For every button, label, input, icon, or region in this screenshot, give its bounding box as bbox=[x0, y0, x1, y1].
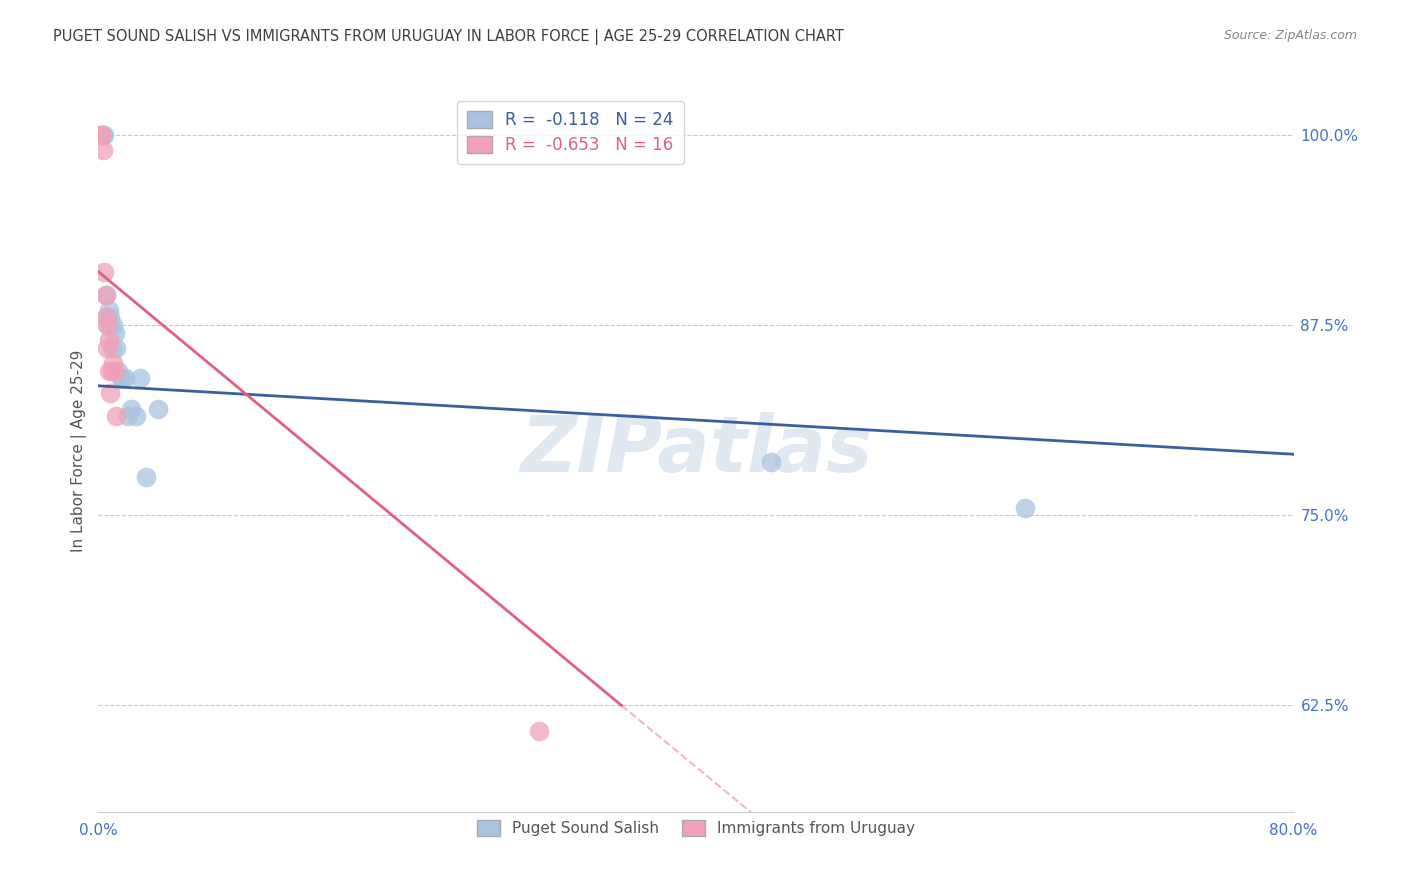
Point bbox=[1014, 500, 1036, 515]
Point bbox=[96, 341, 118, 355]
Point bbox=[104, 363, 127, 377]
Text: ZIPatlas: ZIPatlas bbox=[520, 412, 872, 489]
Point bbox=[105, 341, 128, 355]
Point bbox=[98, 310, 122, 325]
Point bbox=[97, 302, 120, 317]
Y-axis label: In Labor Force | Age 25-29: In Labor Force | Age 25-29 bbox=[70, 350, 87, 551]
Point bbox=[93, 128, 115, 142]
Point bbox=[117, 409, 139, 424]
Point bbox=[97, 333, 120, 347]
Point bbox=[94, 287, 117, 301]
Point bbox=[96, 318, 118, 332]
Point bbox=[103, 356, 125, 370]
Point bbox=[104, 326, 127, 340]
Point bbox=[527, 724, 550, 739]
Point bbox=[94, 310, 117, 325]
Point bbox=[90, 128, 112, 142]
Point bbox=[90, 128, 112, 142]
Point bbox=[110, 371, 132, 385]
Point bbox=[98, 386, 122, 401]
Point bbox=[135, 470, 157, 484]
Point bbox=[105, 409, 128, 424]
Point bbox=[101, 341, 124, 355]
Legend: Puget Sound Salish, Immigrants from Uruguay: Puget Sound Salish, Immigrants from Urug… bbox=[470, 813, 922, 844]
Point bbox=[93, 265, 115, 279]
Point bbox=[114, 371, 136, 385]
Point bbox=[97, 318, 120, 332]
Text: PUGET SOUND SALISH VS IMMIGRANTS FROM URUGUAY IN LABOR FORCE | AGE 25-29 CORRELA: PUGET SOUND SALISH VS IMMIGRANTS FROM UR… bbox=[53, 29, 844, 45]
Point bbox=[96, 310, 118, 325]
Point bbox=[759, 455, 782, 469]
Point bbox=[97, 363, 120, 377]
Text: Source: ZipAtlas.com: Source: ZipAtlas.com bbox=[1223, 29, 1357, 42]
Point bbox=[125, 409, 148, 424]
Point bbox=[103, 318, 125, 332]
Point bbox=[129, 371, 152, 385]
Point bbox=[90, 128, 112, 142]
Point bbox=[107, 363, 129, 377]
Point bbox=[111, 371, 134, 385]
Point bbox=[94, 287, 117, 301]
Point bbox=[148, 401, 170, 416]
Point bbox=[120, 401, 142, 416]
Point bbox=[91, 128, 114, 142]
Point bbox=[91, 143, 114, 157]
Point bbox=[101, 363, 124, 377]
